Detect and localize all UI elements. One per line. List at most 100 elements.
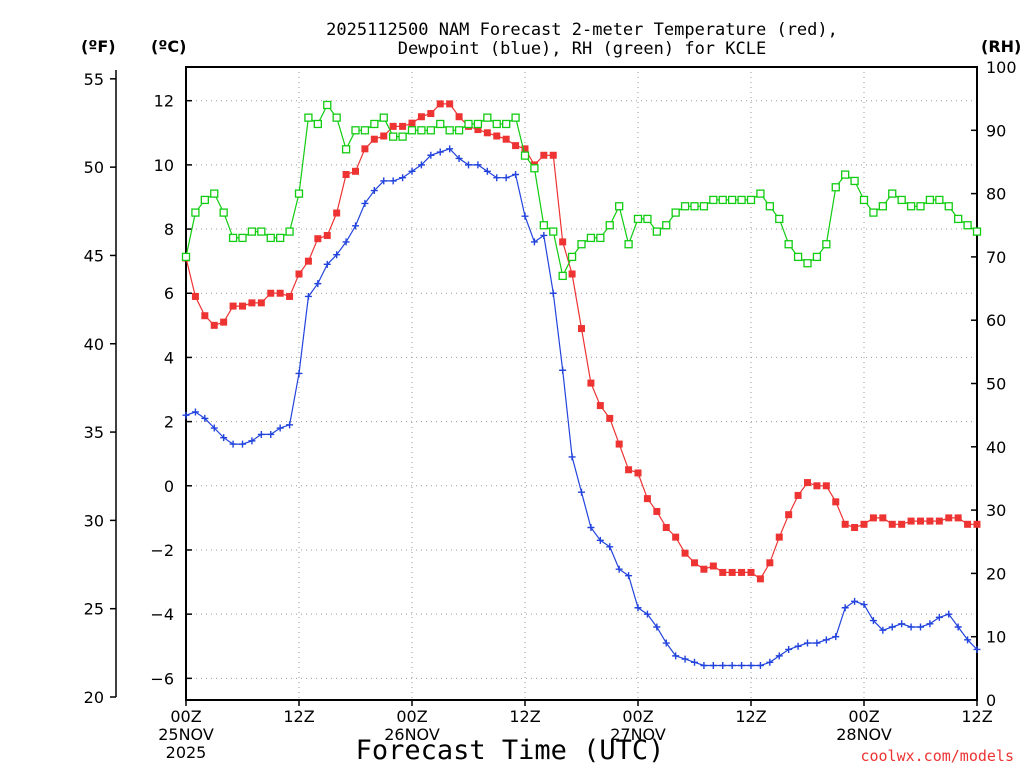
rh-point — [492, 119, 501, 129]
dewpoint-point — [907, 623, 915, 631]
dewpoint-point — [304, 292, 312, 300]
temperature-point — [794, 491, 802, 499]
dewpoint-point — [455, 154, 463, 162]
dewpoint-point — [785, 645, 793, 653]
dewpoint-point — [615, 565, 623, 573]
rh-point — [897, 195, 906, 205]
temperature-point — [201, 312, 209, 320]
rh-point — [728, 195, 737, 205]
dewpoint-point — [417, 161, 425, 169]
dewpoint-point — [935, 613, 943, 621]
dewpoint-point — [973, 645, 981, 653]
dewpoint-point — [248, 437, 256, 445]
rh-point — [643, 214, 652, 224]
dewpoint-point — [559, 366, 567, 374]
dewpoint-point — [728, 662, 736, 670]
temperature-point — [323, 231, 331, 239]
rh-point — [332, 113, 341, 122]
temperature-point — [540, 151, 548, 159]
rh-point — [624, 240, 633, 249]
celsius-tick-label: −4 — [150, 605, 174, 624]
temperature-point — [587, 379, 595, 387]
temperature-point — [267, 289, 275, 297]
temperature-point — [257, 299, 265, 307]
dewpoint-point — [201, 414, 209, 422]
dewpoint-point — [888, 623, 896, 631]
temperature-point — [738, 568, 746, 576]
rh-point — [944, 202, 953, 211]
dewpoint-point — [436, 148, 444, 156]
fahrenheit-tick-label: 40 — [84, 335, 104, 354]
rh-point — [464, 119, 473, 129]
rh-tick-label: 80 — [986, 185, 1006, 204]
fahrenheit-tick-label: 30 — [84, 511, 104, 530]
dewpoint-point — [323, 260, 331, 268]
dewpoint-point — [738, 662, 746, 670]
dewpoint-point — [229, 440, 237, 448]
temperature-point — [314, 235, 322, 243]
temperature-point — [342, 171, 350, 179]
rh-point — [803, 259, 812, 268]
dewpoint-point — [370, 187, 378, 195]
temperature-point — [512, 142, 520, 150]
dewpoint-point — [257, 430, 265, 438]
temperature-point — [869, 514, 877, 522]
dewpoint-point — [493, 174, 501, 182]
chart-title-line-1: 2025112500 NAM Forecast 2-meter Temperat… — [326, 20, 838, 40]
rh-point — [247, 227, 257, 236]
temperature-point — [662, 524, 670, 532]
rh-point — [549, 227, 558, 236]
temperature-point — [559, 238, 567, 246]
rh-point — [558, 271, 567, 281]
x-tick-label: 00Z — [396, 707, 427, 726]
dewpoint-point — [540, 231, 548, 239]
dewpoint-point — [841, 604, 849, 612]
rh-point — [737, 195, 746, 205]
rh-point — [266, 233, 275, 243]
rh-point — [313, 119, 322, 129]
temperature-point — [935, 517, 943, 525]
dewpoint-point — [465, 161, 472, 169]
dewpoint-point — [794, 642, 802, 650]
rh-point — [210, 189, 219, 198]
temperature-point — [389, 122, 397, 130]
dewpoint-point — [719, 662, 727, 670]
dewpoint-point — [182, 411, 190, 419]
dewpoint-point — [691, 658, 698, 666]
x-tick-label: 27NOV — [610, 725, 666, 744]
rh-point — [238, 233, 247, 243]
temperature-point — [700, 565, 708, 573]
temperature-point — [785, 511, 793, 519]
temperature-point — [239, 302, 246, 310]
rh-point — [257, 227, 266, 236]
dewpoint-point — [926, 620, 934, 628]
temperature-point — [804, 479, 811, 487]
dewpoint-point — [380, 177, 388, 185]
dewpoint-point — [399, 174, 407, 182]
rh-point — [567, 252, 577, 262]
rh-point — [454, 126, 464, 135]
dewpoint-point — [775, 652, 783, 660]
dewpoint-point — [549, 289, 557, 297]
rh-point — [502, 119, 511, 129]
temperature-point — [427, 110, 435, 118]
x-tick-label: 2025 — [166, 743, 207, 762]
temperature-point — [333, 209, 341, 217]
rh-point — [276, 233, 285, 243]
rh-point — [671, 208, 680, 217]
celsius-tick-label: −6 — [150, 669, 174, 688]
temperature-point — [672, 533, 680, 541]
rh-point — [586, 233, 596, 243]
x-tick-label: 12Z — [509, 707, 540, 726]
rh-point — [765, 202, 774, 211]
temperature-point — [691, 559, 698, 567]
rh-point — [888, 189, 897, 198]
dewpoint-point — [879, 626, 887, 634]
dewpoint-point — [747, 662, 755, 670]
rh-point — [784, 240, 793, 249]
dewpoint-point — [964, 636, 972, 644]
rh-point — [690, 202, 699, 211]
celsius-tick-label: 8 — [164, 220, 174, 239]
celsius-tick-label: 4 — [164, 348, 174, 367]
